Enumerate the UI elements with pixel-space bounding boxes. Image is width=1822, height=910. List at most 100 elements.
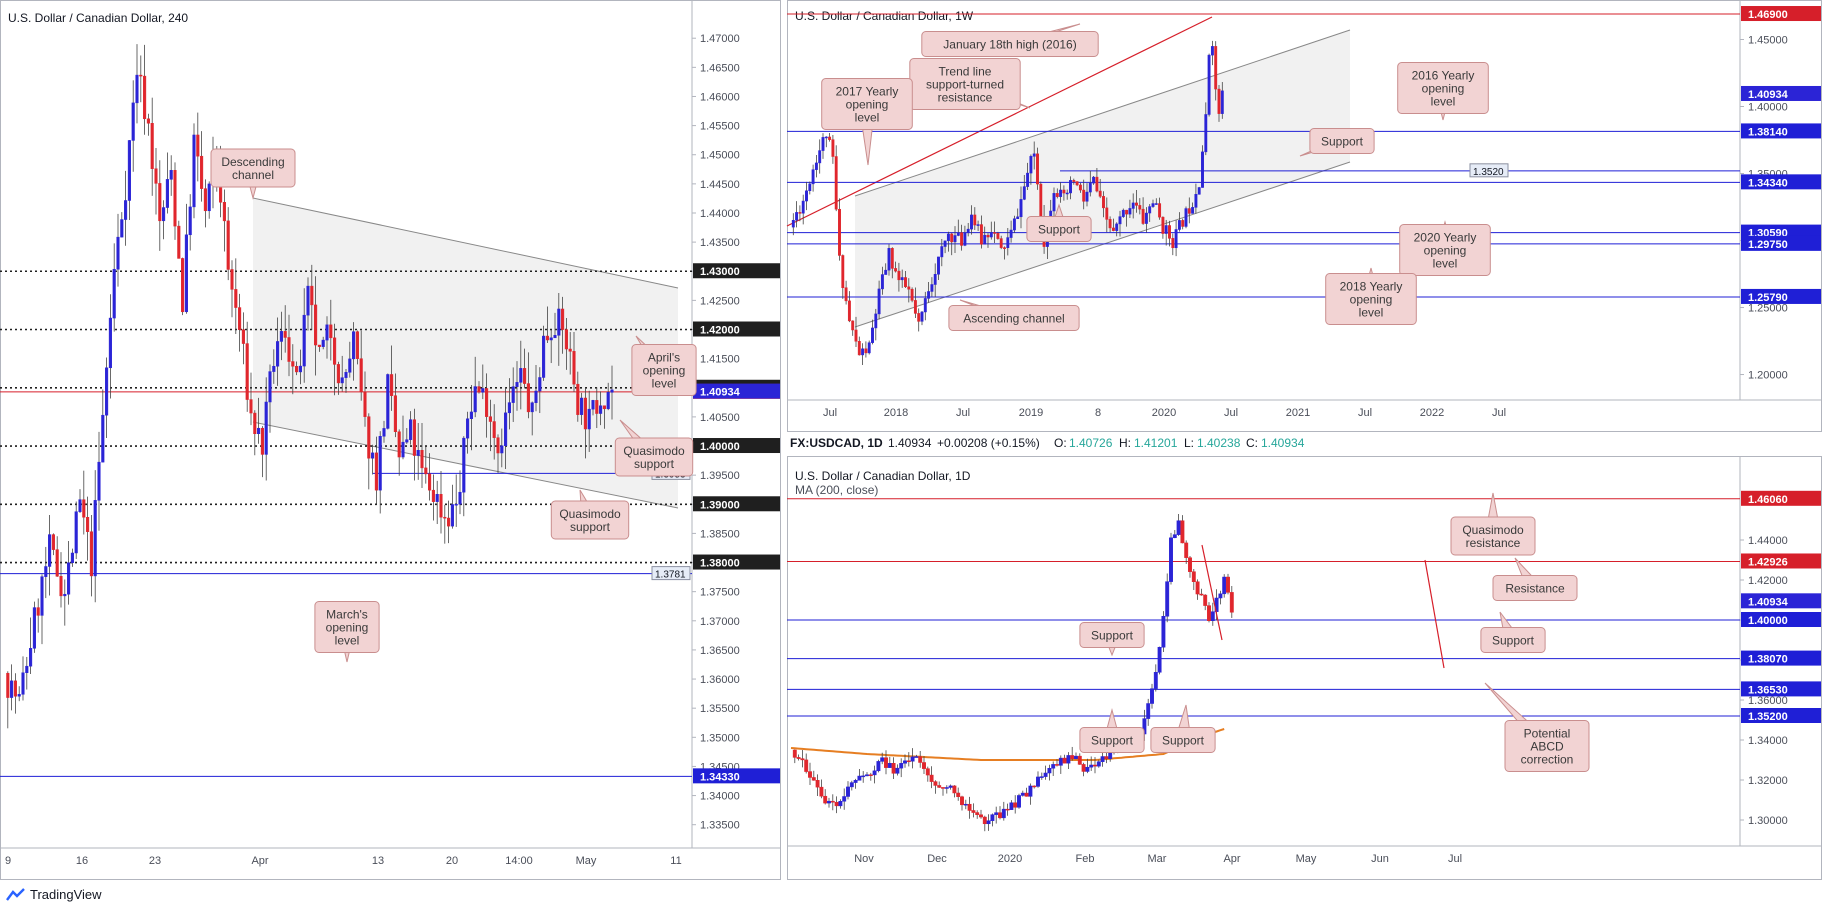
candle-body bbox=[6, 672, 10, 698]
h4-y-tick-label: 1.37000 bbox=[700, 616, 740, 628]
d1-price-label-bg bbox=[1741, 553, 1821, 569]
candle-body bbox=[272, 365, 276, 372]
d1-header-symbol: FX:USDCAD, 1D bbox=[790, 436, 883, 450]
candle-body bbox=[234, 289, 238, 308]
candle-body bbox=[367, 416, 371, 459]
callout-box bbox=[1480, 627, 1546, 653]
candle-body bbox=[824, 136, 828, 139]
d1-header-price: 1.40934 bbox=[888, 436, 932, 450]
callout-box bbox=[921, 31, 1099, 57]
w1-chart-panel: 1.450001.400001.350001.300001.250001.200… bbox=[786, 0, 1822, 432]
candle-body bbox=[298, 365, 302, 373]
candle-body bbox=[359, 358, 363, 393]
candle-body bbox=[542, 335, 546, 378]
candle-body bbox=[1201, 151, 1204, 188]
callout-text: Support bbox=[1091, 734, 1134, 748]
candle-body bbox=[1154, 203, 1158, 205]
w1-price-label-bg bbox=[1741, 288, 1821, 304]
callout-text: Resistance bbox=[1505, 582, 1565, 596]
candle-body bbox=[894, 268, 898, 272]
candle-body bbox=[162, 207, 166, 222]
callout-text: 2017 Yearly bbox=[836, 85, 899, 99]
candle-body bbox=[523, 368, 527, 384]
candle-body bbox=[507, 402, 511, 414]
candle-body bbox=[791, 219, 795, 228]
candle-body bbox=[260, 427, 264, 455]
candle-body bbox=[895, 767, 900, 774]
candle-body bbox=[963, 232, 967, 246]
candle-body bbox=[1006, 237, 1010, 248]
candle-body bbox=[1203, 594, 1208, 606]
callout-box bbox=[210, 148, 296, 188]
candle-body bbox=[173, 170, 177, 227]
candle-body bbox=[884, 757, 888, 768]
w1-price-label-bg bbox=[1741, 123, 1821, 139]
candle-body bbox=[93, 500, 97, 577]
candle-body bbox=[1118, 216, 1122, 225]
callout-text: Quasimodo bbox=[559, 507, 621, 521]
candle-body bbox=[82, 499, 86, 518]
d1-y-tick-label: 1.44000 bbox=[1748, 535, 1788, 547]
w1-price-label: 1.29750 bbox=[1748, 239, 1788, 251]
h4-x-tick-label: May bbox=[576, 855, 597, 867]
w1-x-tick-label: Jul bbox=[1492, 407, 1506, 419]
candle-body bbox=[238, 307, 242, 330]
tradingview-brand[interactable]: TradingView bbox=[30, 887, 102, 902]
candle-body bbox=[1153, 672, 1158, 689]
candle-body bbox=[831, 139, 835, 157]
candle-body bbox=[1088, 182, 1092, 193]
candle-body bbox=[950, 233, 954, 243]
candle-body bbox=[192, 134, 196, 208]
candle-body bbox=[572, 351, 576, 385]
d1-annotation: Support bbox=[1079, 622, 1145, 657]
w1-price-label-bg bbox=[1741, 6, 1821, 22]
callout-box bbox=[550, 500, 630, 540]
candle-body bbox=[188, 206, 192, 236]
h4-price-label-bg bbox=[693, 496, 780, 512]
h4-last-price-bg bbox=[693, 383, 780, 399]
candle-body bbox=[325, 324, 329, 341]
candle-body bbox=[519, 368, 523, 383]
candle-body bbox=[975, 812, 980, 815]
candle-body bbox=[1066, 755, 1071, 764]
candle-body bbox=[1197, 187, 1201, 195]
callout-box bbox=[1504, 720, 1590, 772]
candle-body bbox=[933, 781, 938, 786]
callout-text: Support bbox=[1091, 629, 1134, 643]
candle-body bbox=[1022, 186, 1026, 200]
candle-body bbox=[314, 304, 318, 346]
tradingview-logo-icon[interactable] bbox=[6, 888, 26, 902]
candle-body bbox=[1036, 153, 1039, 185]
candle-body bbox=[1081, 764, 1086, 772]
candle-body bbox=[355, 331, 359, 359]
candle-body bbox=[21, 672, 25, 695]
w1-price-label-bg bbox=[1741, 235, 1821, 251]
candle-body bbox=[553, 335, 557, 339]
candle-body bbox=[458, 491, 462, 505]
callout-text: Descending bbox=[221, 155, 284, 169]
callout-text: resistance bbox=[1466, 536, 1521, 550]
candle-body bbox=[1055, 764, 1059, 766]
w1-x-tick-label: 2019 bbox=[1019, 407, 1043, 419]
w1-level-box bbox=[1469, 163, 1509, 178]
candle-body bbox=[70, 552, 74, 563]
candle-body bbox=[880, 274, 884, 290]
candle-body bbox=[515, 382, 519, 387]
candle-body bbox=[1024, 792, 1029, 797]
candle-body bbox=[401, 441, 405, 458]
w1-x-ticks: Jul 2018 Jul 2019 8 2020 Jul 2021 Jul 2022 Jul bbox=[823, 407, 1506, 419]
h4-y-tick-label: 1.42500 bbox=[700, 295, 740, 307]
candle-body bbox=[36, 607, 40, 616]
w1-x-tick-label: 2021 bbox=[1286, 407, 1310, 419]
candle-body bbox=[1082, 189, 1086, 202]
candle-body bbox=[940, 246, 944, 258]
candle-body bbox=[1222, 576, 1227, 595]
candle-body bbox=[844, 287, 848, 302]
h4-y-tick-label: 1.36500 bbox=[700, 645, 740, 657]
callout-text: Quasimodo bbox=[1462, 523, 1524, 537]
candle-body bbox=[587, 408, 591, 430]
callout-text: April's bbox=[648, 351, 680, 365]
candle-body bbox=[606, 392, 610, 410]
candle-body bbox=[1168, 225, 1171, 239]
